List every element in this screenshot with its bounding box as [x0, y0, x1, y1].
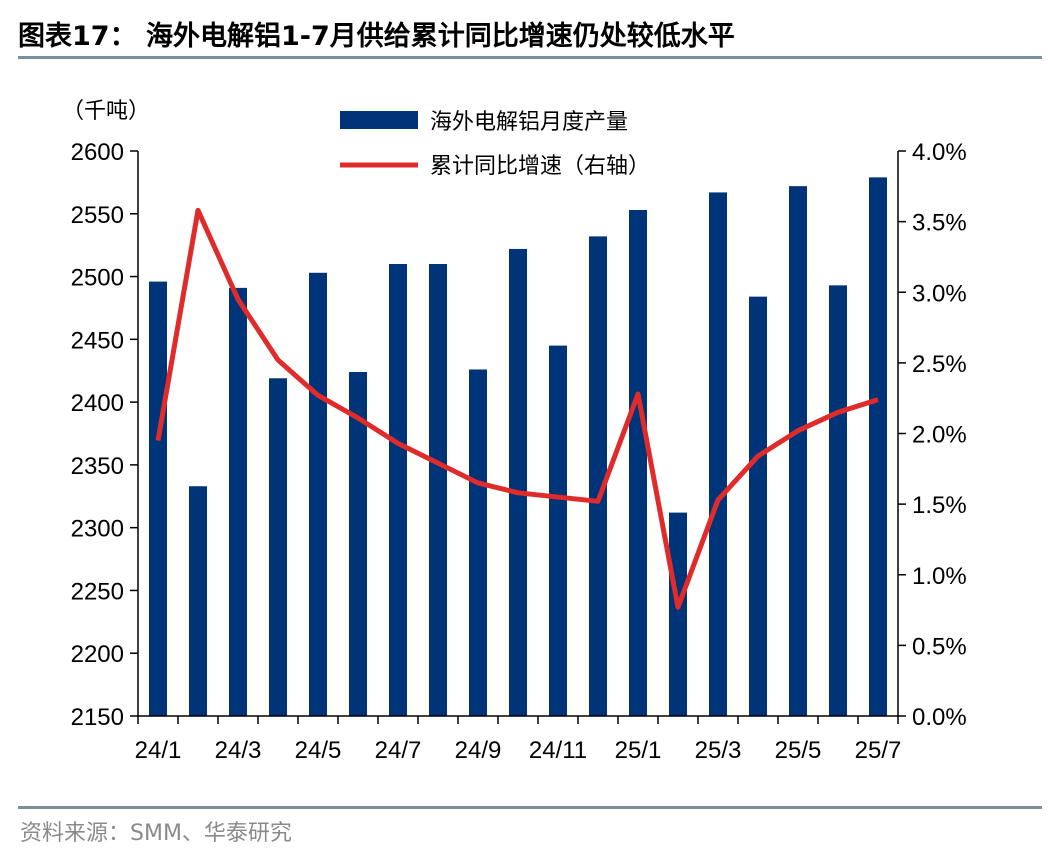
x-tick-label: 24/5 — [295, 737, 342, 764]
y-left-tick-label: 2250 — [71, 578, 124, 605]
bar-25/4 — [749, 296, 767, 716]
bar-25/2 — [669, 512, 687, 716]
y-left-tick-label: 2400 — [71, 390, 124, 417]
bar-24/9 — [469, 369, 487, 716]
bar-24/2 — [189, 486, 207, 716]
title-rule — [18, 56, 1042, 59]
bar-24/10 — [509, 248, 527, 716]
y-right-tick-label: 0.0% — [912, 704, 967, 731]
x-tick-label: 25/5 — [775, 737, 822, 764]
bar-25/3 — [709, 192, 727, 716]
axes — [130, 150, 906, 724]
x-tick-label: 24/9 — [455, 737, 502, 764]
y-right-tick-label: 3.0% — [912, 280, 967, 307]
tick-labels: 2150 2200 2250 2300 2350 2400 2450 2500 2550 2600… — [71, 139, 967, 764]
y-left-tick-label: 2550 — [71, 202, 124, 229]
bar-24/5 — [309, 272, 327, 716]
y-left-tick-label: 2450 — [71, 327, 124, 354]
y-left-tick-label: 2600 — [71, 139, 124, 166]
x-tick-label: 24/3 — [215, 737, 262, 764]
y-right-tick-label: 2.0% — [912, 422, 967, 449]
bar-25/5 — [789, 186, 807, 717]
bar-24/6 — [349, 371, 367, 716]
x-tick-label: 25/7 — [855, 737, 902, 764]
bar-24/4 — [269, 378, 287, 716]
y-right-tick-label: 4.0% — [912, 139, 967, 166]
line-series — [155, 207, 879, 610]
y-right-tick-label: 1.5% — [912, 492, 967, 519]
page-title: 图表17： 海外电解铝1-7月供给累计同比增速仍处较低水平 — [18, 21, 735, 52]
legend-swatch-bar — [340, 111, 418, 129]
y-right-tick-label: 2.5% — [912, 351, 967, 378]
y-left-tick-label: 2150 — [71, 704, 124, 731]
y-left-tick-label: 2350 — [71, 453, 124, 480]
x-tick-label: 24/7 — [375, 737, 422, 764]
y-right-tick-label: 3.5% — [912, 210, 967, 237]
source-rule — [18, 806, 1042, 809]
y-right-tick-label: 0.5% — [912, 633, 967, 660]
bar-24/3 — [229, 287, 247, 716]
x-tick-label: 25/3 — [695, 737, 742, 764]
y-left-tick-label: 2500 — [71, 265, 124, 292]
y-left-tick-label: 2300 — [71, 516, 124, 543]
bar-24/12 — [589, 236, 607, 716]
bar-24/7 — [389, 264, 407, 716]
y-left-tick-label: 2200 — [71, 641, 124, 668]
bar-24/11 — [549, 345, 567, 716]
bar-24/8 — [429, 264, 447, 716]
x-tick-label: 25/1 — [615, 737, 662, 764]
x-tick-label: 24/11 — [529, 737, 587, 764]
legend: 海外电解铝月度产量 累计同比增速（右轴） — [340, 110, 650, 179]
legend-label-bar: 海外电解铝月度产量 — [430, 110, 628, 135]
bar-24/1 — [149, 281, 167, 716]
legend-label-line: 累计同比增速（右轴） — [430, 154, 650, 179]
y-left-unit: （千吨） — [62, 99, 150, 124]
bar-25/1 — [629, 210, 647, 716]
x-tick-label: 24/1 — [135, 737, 182, 764]
growth-line — [155, 207, 879, 610]
bar-series — [149, 177, 887, 717]
source-note: 资料来源：SMM、华泰研究 — [20, 821, 292, 846]
y-right-tick-label: 1.0% — [912, 563, 967, 590]
bar-25/7 — [869, 177, 887, 716]
bar-25/6 — [829, 285, 847, 716]
